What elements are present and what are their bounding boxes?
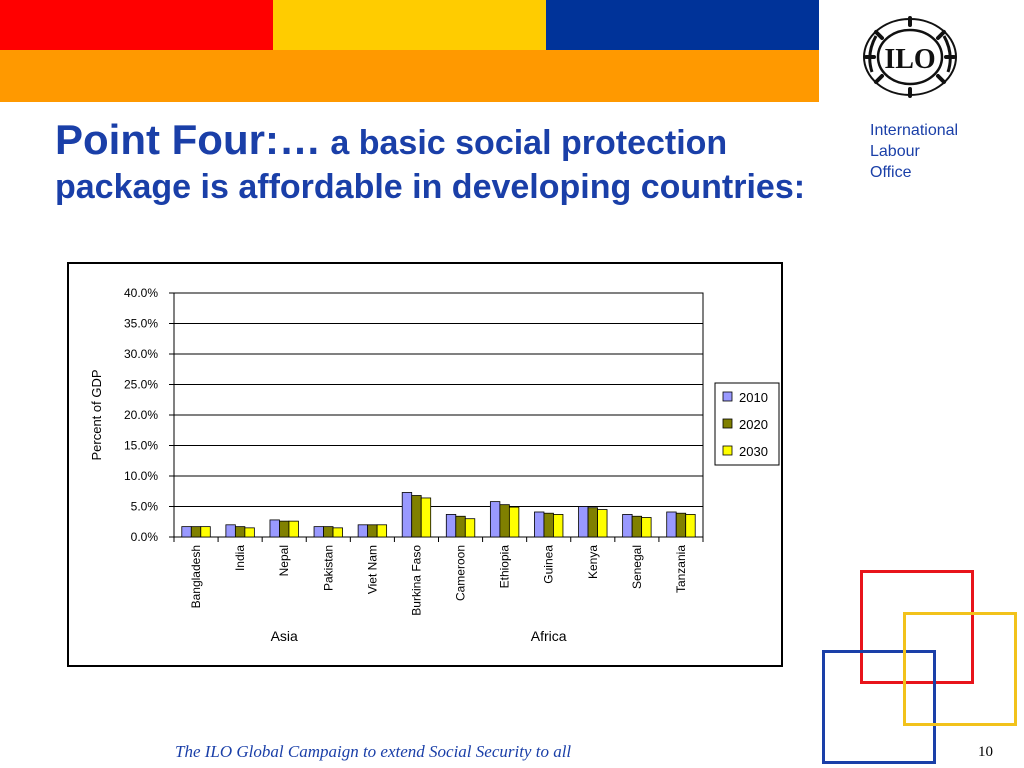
bar xyxy=(641,517,652,538)
bar xyxy=(675,512,687,538)
band-yellow xyxy=(273,0,546,50)
band-blue xyxy=(546,0,819,50)
legend-label: 2030 xyxy=(739,444,768,459)
bar xyxy=(553,514,564,538)
band-orange xyxy=(0,50,819,102)
bar xyxy=(288,520,299,538)
bar xyxy=(578,506,589,538)
bar xyxy=(420,497,432,538)
bar xyxy=(666,511,677,538)
category-label: India xyxy=(233,545,247,571)
y-tick-label: 5.0% xyxy=(131,500,159,514)
org-line: International xyxy=(870,122,959,139)
y-tick-label: 40.0% xyxy=(124,286,158,300)
bar xyxy=(445,514,457,538)
y-tick-label: 25.0% xyxy=(124,378,158,392)
title-lead: Point Four:… xyxy=(55,116,321,163)
bar xyxy=(587,507,598,538)
bar xyxy=(499,504,510,538)
bar-chart: 0.0% 5.0% 10.0% 15.0% 20.0% 25.0% 30.0% 35.0% 40… xyxy=(89,286,780,644)
bar xyxy=(332,527,343,538)
category-label: Bangladesh xyxy=(189,545,203,608)
bar xyxy=(181,526,192,538)
band-red xyxy=(0,0,273,50)
bar xyxy=(455,515,466,538)
legend-swatch xyxy=(722,418,733,429)
bar xyxy=(313,526,324,538)
group-label: Africa xyxy=(531,628,567,644)
bar xyxy=(357,524,369,538)
bar xyxy=(597,509,608,538)
category-label: Senegal xyxy=(630,545,644,589)
deco-square-red xyxy=(860,570,974,684)
bar xyxy=(685,514,696,538)
legend-label: 2010 xyxy=(739,390,768,405)
bar xyxy=(631,515,643,538)
deco-square-blue xyxy=(822,650,936,764)
bar xyxy=(401,492,413,538)
bar xyxy=(376,524,388,538)
bar xyxy=(534,511,545,538)
bar xyxy=(190,526,202,538)
logo-text: ILO xyxy=(884,44,935,75)
category-label: Ethiopia xyxy=(498,545,512,589)
bar xyxy=(508,506,520,538)
bar xyxy=(225,524,236,538)
category-label: Viet Nam xyxy=(365,545,379,594)
y-tick-label: 15.0% xyxy=(124,439,158,453)
bar xyxy=(234,526,246,538)
bar xyxy=(200,526,211,538)
y-tick-label: 35.0% xyxy=(124,317,158,331)
title-rest: a basic social protection package is aff… xyxy=(55,124,806,206)
bar xyxy=(269,519,280,538)
legend-label: 2020 xyxy=(739,417,768,432)
organization-name: International Labour Office xyxy=(870,120,958,183)
legend-swatch xyxy=(722,445,733,456)
bar xyxy=(464,518,476,538)
org-line: Labour xyxy=(870,143,920,160)
category-label: Kenya xyxy=(586,545,600,579)
page-number: 10 xyxy=(978,744,993,760)
gear-icon xyxy=(863,16,957,98)
legend-swatch xyxy=(722,391,733,402)
bar xyxy=(323,526,334,538)
footer-text: The ILO Global Campaign to extend Social… xyxy=(175,742,572,761)
org-line: Office xyxy=(870,164,912,181)
y-tick-label: 20.0% xyxy=(124,408,158,422)
group-label: Asia xyxy=(271,628,298,644)
slide-title: Point Four:… a basic social protection p… xyxy=(55,118,835,209)
bar xyxy=(279,520,290,538)
deco-square-yellow xyxy=(903,612,1017,726)
category-label: Nepal xyxy=(277,545,291,576)
ilo-logo: ILO xyxy=(863,16,957,98)
category-label: Burkina Faso xyxy=(409,545,423,616)
y-tick-label: 0.0% xyxy=(131,530,159,544)
bar xyxy=(622,514,633,538)
category-label: Guinea xyxy=(542,545,556,584)
bar xyxy=(244,527,255,538)
bar xyxy=(411,495,422,538)
bar xyxy=(543,512,554,538)
y-tick-label: 10.0% xyxy=(124,469,158,483)
category-label: Tanzania xyxy=(674,545,688,593)
bar xyxy=(367,524,378,538)
category-label: Pakistan xyxy=(321,545,335,591)
chart-frame: 0.0% 5.0% 10.0% 15.0% 20.0% 25.0% 30.0% 35.0% 40… xyxy=(67,262,783,667)
bar xyxy=(489,501,501,538)
category-label: Cameroon xyxy=(454,545,468,601)
y-axis-label: Percent of GDP xyxy=(89,369,104,460)
y-tick-label: 30.0% xyxy=(124,347,158,361)
